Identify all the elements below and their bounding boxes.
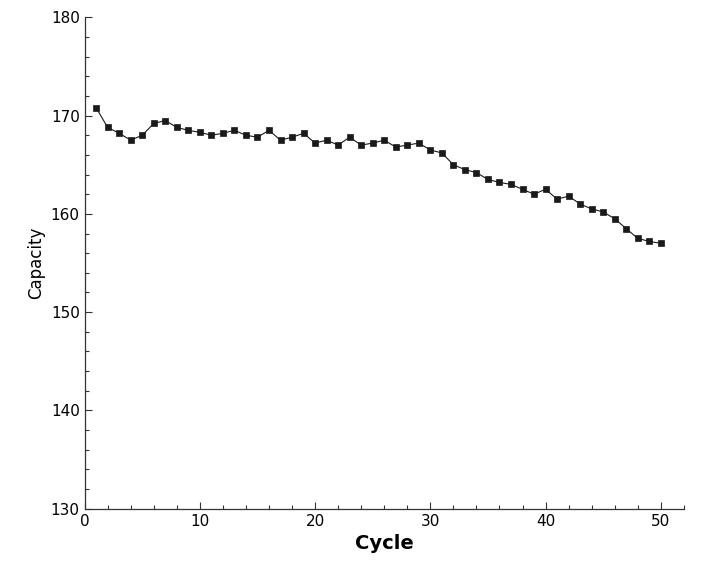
X-axis label: Cycle: Cycle [355, 534, 414, 553]
Y-axis label: Capacity: Capacity [27, 227, 45, 299]
